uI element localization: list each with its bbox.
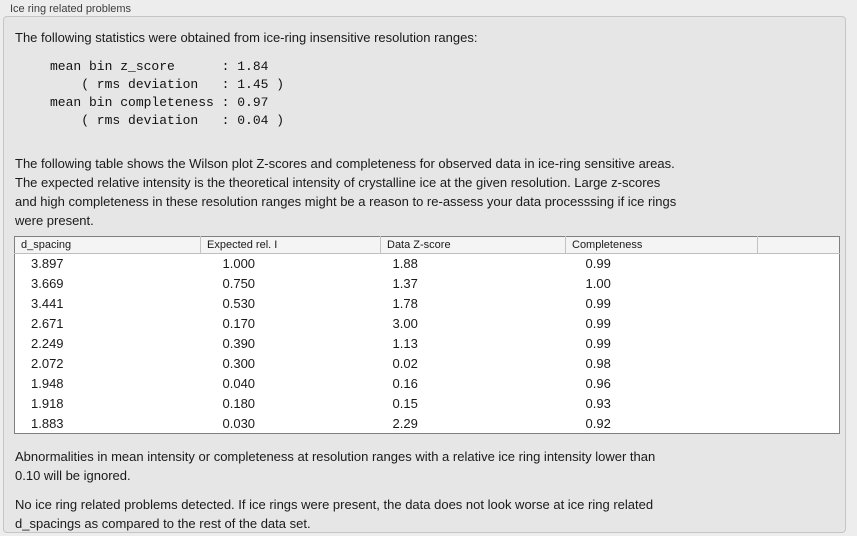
column-header-expected-rel-i[interactable]: Expected rel. I xyxy=(200,236,381,254)
column-header-completeness[interactable]: Completeness xyxy=(565,236,758,254)
table-row[interactable]: 1.948 0.040 0.16 0.96 xyxy=(15,374,840,394)
table-row[interactable]: 2.249 0.390 1.13 0.99 xyxy=(15,334,840,354)
cell-d-spacing: 2.072 xyxy=(31,356,64,371)
table-description-text: The following table shows the Wilson plo… xyxy=(15,156,677,228)
cell-completeness: 0.98 xyxy=(585,356,611,371)
table-row[interactable]: 3.669 0.750 1.37 1.00 xyxy=(15,274,840,294)
cell-completeness: 0.93 xyxy=(585,396,611,411)
cell-expected-rel-i: 1.000 xyxy=(222,256,256,272)
cell-expected-rel-i: 0.180 xyxy=(222,396,256,411)
cell-data-z-score: 1.88 xyxy=(392,256,418,272)
cell-completeness: 0.92 xyxy=(585,415,611,431)
cell-d-spacing: 3.441 xyxy=(31,296,64,311)
cell-data-z-score: 0.02 xyxy=(392,356,418,371)
cell-data-z-score: 3.00 xyxy=(392,316,418,331)
ice-ring-group-box: The following statistics were obtained f… xyxy=(3,16,846,533)
cell-completeness: 0.99 xyxy=(585,296,611,311)
cell-expected-rel-i: 0.390 xyxy=(222,336,256,351)
cell-expected-rel-i: 0.170 xyxy=(222,316,256,331)
cell-data-z-score: 0.16 xyxy=(392,376,418,391)
cell-empty xyxy=(758,374,840,394)
statistics-intro-text: The following statistics were obtained f… xyxy=(15,30,478,45)
table-row[interactable]: 1.883 0.030 2.29 0.92 xyxy=(15,414,840,434)
cell-d-spacing: 3.897 xyxy=(31,256,64,272)
cell-d-spacing: 3.669 xyxy=(31,276,64,291)
cell-d-spacing: 2.671 xyxy=(31,316,64,331)
ignore-threshold-note: Abnormalities in mean intensity or compl… xyxy=(15,449,656,483)
cell-empty xyxy=(758,334,840,354)
cell-expected-rel-i: 0.750 xyxy=(222,276,256,291)
cell-expected-rel-i: 0.040 xyxy=(222,376,256,391)
bin-statistics-block: mean bin z_score : 1.84 ( rms deviation … xyxy=(50,59,285,128)
cell-data-z-score: 0.15 xyxy=(392,396,418,411)
cell-d-spacing: 1.948 xyxy=(31,376,64,391)
panel-title: Ice ring related problems xyxy=(10,3,132,15)
table-row[interactable]: 2.671 0.170 3.00 0.99 xyxy=(15,314,840,334)
cell-data-z-score: 1.37 xyxy=(392,276,418,291)
ice-ring-table-container: d_spacing Expected rel. I Data Z-score C… xyxy=(14,236,840,434)
cell-completeness: 1.00 xyxy=(585,276,611,291)
column-header-empty xyxy=(757,236,840,254)
table-row[interactable]: 1.918 0.180 0.15 0.93 xyxy=(15,394,840,414)
cell-completeness: 0.99 xyxy=(585,316,611,331)
cell-empty xyxy=(758,354,840,374)
cell-empty xyxy=(758,394,840,414)
column-header-d-spacing[interactable]: d_spacing xyxy=(14,236,201,254)
cell-empty xyxy=(758,254,840,274)
table-row[interactable]: 2.072 0.300 0.02 0.98 xyxy=(15,354,840,374)
cell-empty xyxy=(758,314,840,334)
cell-expected-rel-i: 0.030 xyxy=(222,415,256,431)
cell-completeness: 0.96 xyxy=(585,376,611,391)
cell-empty xyxy=(758,294,840,314)
cell-empty xyxy=(758,414,840,434)
cell-data-z-score: 1.13 xyxy=(392,336,418,351)
cell-completeness: 0.99 xyxy=(585,256,611,272)
conclusion-note: No ice ring related problems detected. I… xyxy=(15,497,654,531)
cell-data-z-score: 2.29 xyxy=(392,415,418,431)
table-row[interactable]: 3.441 0.530 1.78 0.99 xyxy=(15,294,840,314)
column-header-data-z-score[interactable]: Data Z-score xyxy=(380,236,566,254)
table-row[interactable]: 3.897 1.000 1.88 0.99 xyxy=(15,254,840,274)
table-header-row: d_spacing Expected rel. I Data Z-score C… xyxy=(14,236,840,254)
cell-empty xyxy=(758,274,840,294)
cell-d-spacing: 1.918 xyxy=(31,396,64,411)
cell-d-spacing: 1.883 xyxy=(31,415,64,431)
cell-expected-rel-i: 0.300 xyxy=(222,356,256,371)
ice-ring-table: d_spacing Expected rel. I Data Z-score C… xyxy=(14,236,840,434)
cell-completeness: 0.99 xyxy=(585,336,611,351)
cell-expected-rel-i: 0.530 xyxy=(222,296,256,311)
cell-data-z-score: 1.78 xyxy=(392,296,418,311)
cell-d-spacing: 2.249 xyxy=(31,336,64,351)
